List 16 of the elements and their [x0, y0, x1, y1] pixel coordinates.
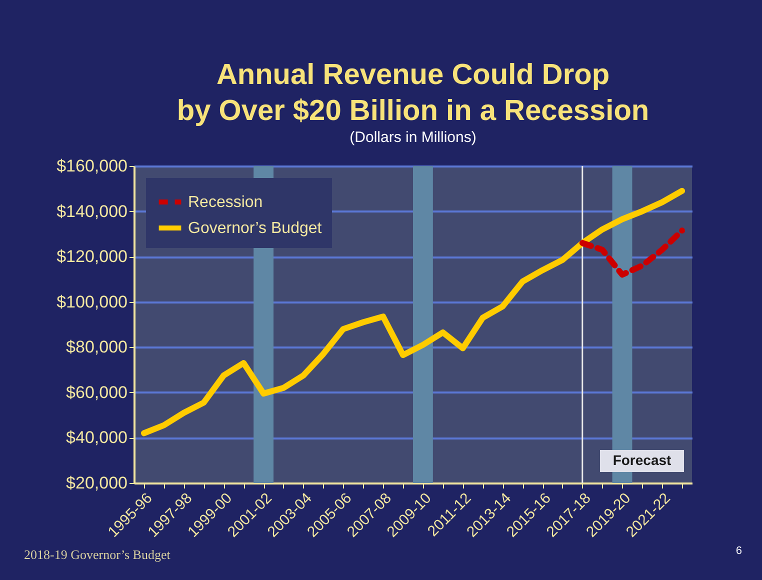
y-tick-label: $140,000 [56, 202, 128, 221]
y-tick-label: $120,000 [56, 247, 128, 266]
annotation: Forecast [612, 452, 672, 468]
y-tick-label: $80,000 [66, 338, 128, 357]
text: 2018-19 Governor’s Budget [24, 547, 171, 562]
legend-label: Governor’s Budget [188, 220, 322, 237]
y-tick-label: $100,000 [56, 292, 128, 312]
text: 6 [736, 545, 742, 557]
y-tick-label: $20,000 [66, 474, 128, 492]
y-tick-label: $160,000 [56, 156, 128, 176]
text: Annual Revenue Could Drop [216, 59, 610, 91]
y-tick-label: $60,000 [66, 382, 128, 402]
text: by Over $20 Billion in a Recession [176, 95, 650, 127]
legend-label: Recession [188, 194, 263, 211]
y-tick-label: $40,000 [66, 428, 128, 448]
chart-subtitle: (Dollars in Millions) [350, 129, 476, 146]
